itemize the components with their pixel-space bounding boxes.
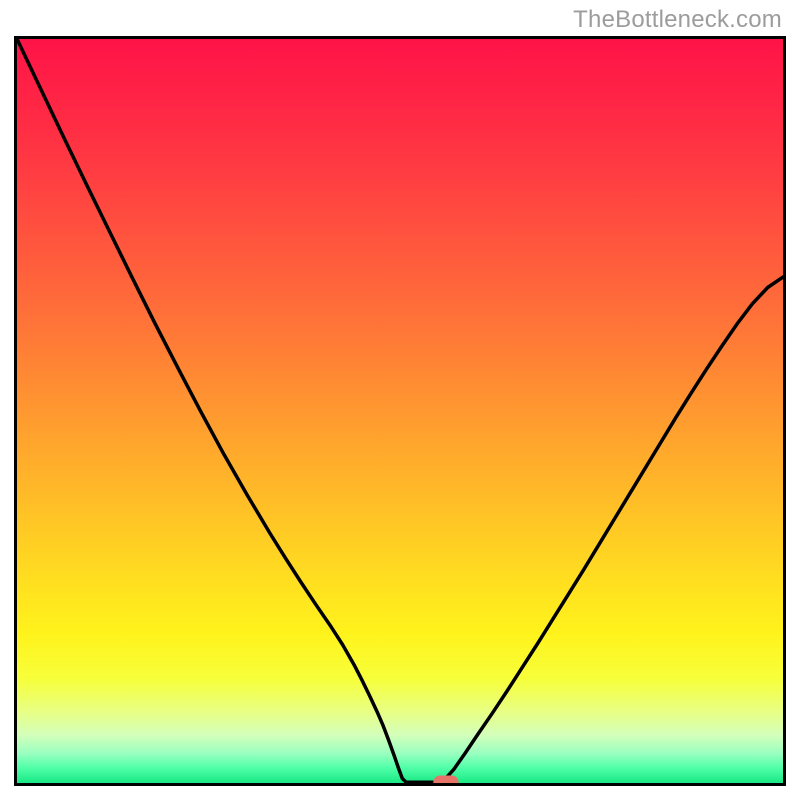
watermark-text: TheBottleneck.com	[573, 6, 782, 34]
plot-svg	[14, 36, 786, 786]
chart-container: TheBottleneck.com	[0, 0, 800, 800]
bottleneck-curve-plot	[14, 36, 786, 786]
plot-background	[17, 39, 783, 783]
